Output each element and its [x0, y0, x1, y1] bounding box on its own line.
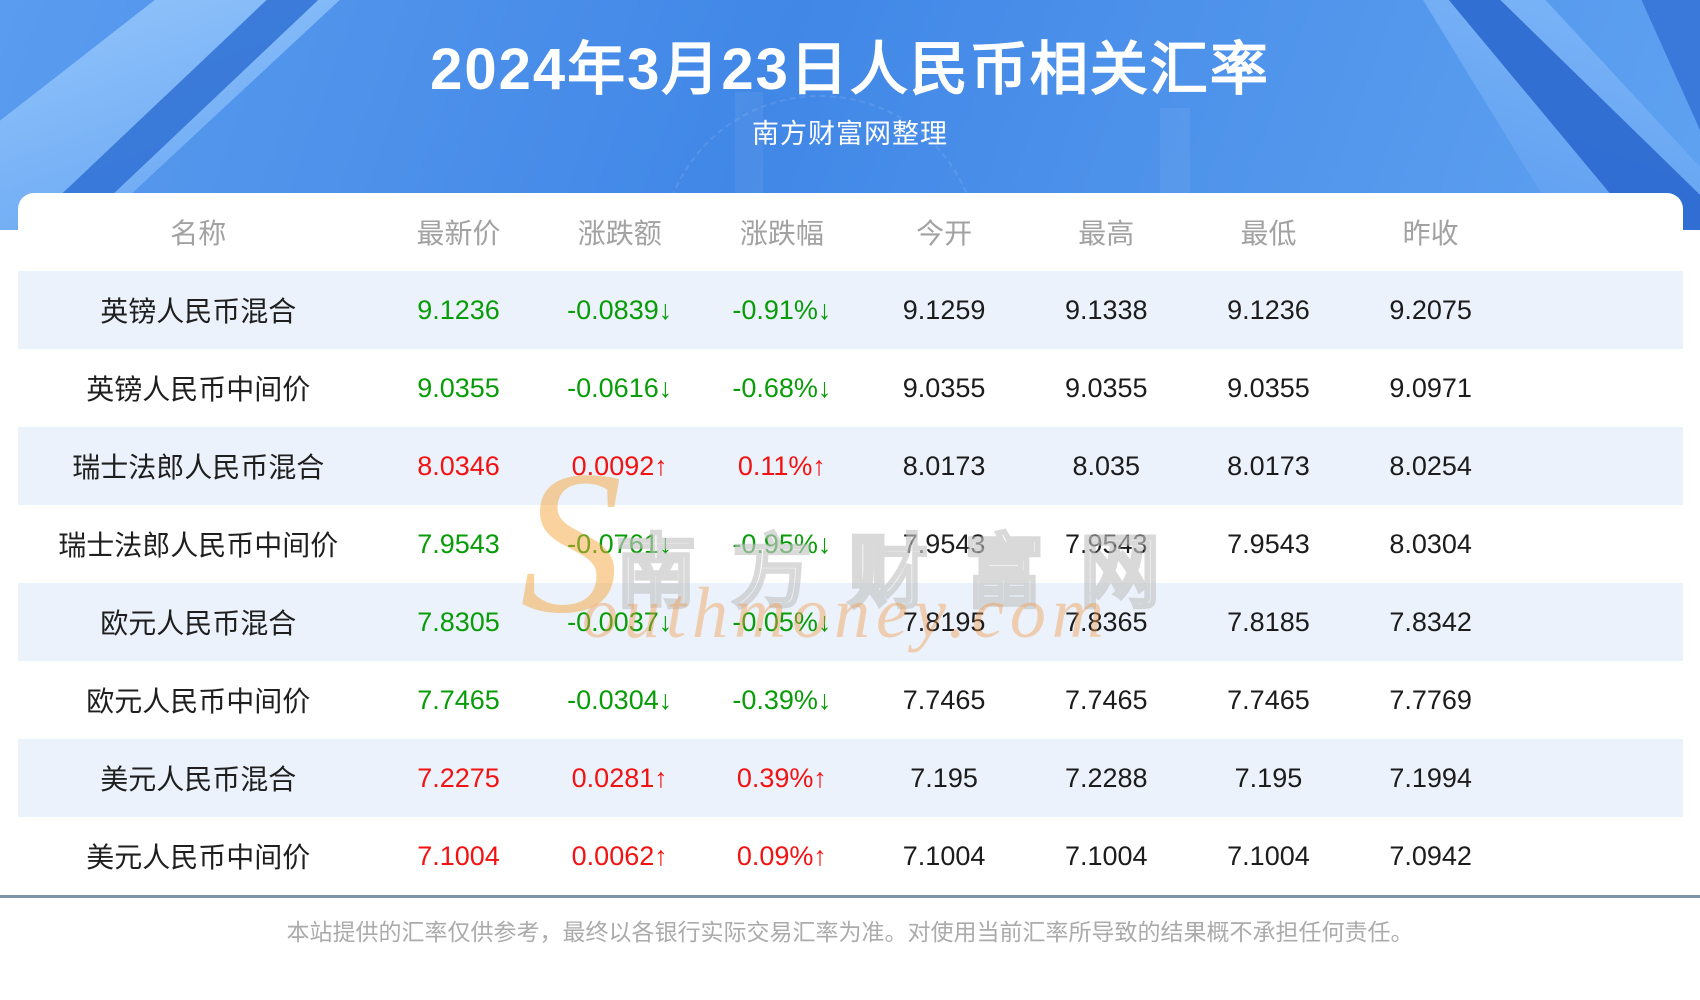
- cell-latest: 7.7465: [417, 684, 500, 715]
- cell-name: 美元人民币混合: [18, 739, 379, 817]
- cell-change-pct: -0.95%↓: [732, 528, 832, 559]
- column-header-4: 今开: [916, 218, 973, 249]
- cell-latest: 9.0355: [417, 372, 500, 403]
- table-row: 英镑人民币中间价 9.0355 -0.0616↓ -0.68%↓ 9.0355 9.035…: [18, 349, 1683, 427]
- cell-change-pct: 0.11%↑: [700, 427, 863, 505]
- page-title: 2024年3月23日人民币相关汇率: [430, 37, 1270, 102]
- cell-change-pct: 0.39%↑: [700, 739, 863, 817]
- cell-name: 瑞士法郎人民币中间价: [58, 530, 339, 561]
- cell-name: 美元人民币中间价: [86, 842, 311, 873]
- cell-high: 7.9543: [1064, 528, 1148, 559]
- cell-low: 7.195: [1187, 739, 1350, 817]
- column-header-filler: [1512, 193, 1683, 271]
- cell-change-pct: -0.91%↓: [700, 271, 863, 349]
- cell-filler: [1511, 427, 1683, 505]
- cell-filler: [1512, 817, 1683, 895]
- cell-open: 7.1004: [902, 840, 986, 871]
- cell-high: 9.1338: [1025, 271, 1188, 349]
- cell-open: 7.8195: [862, 583, 1026, 661]
- cell-low: 7.8185: [1187, 583, 1350, 661]
- column-header-2: 涨跌额: [577, 218, 662, 249]
- table-body: 英镑人民币混合 9.1236 -0.0839↓ -0.91%↓ 9.1259 9.1338…: [18, 271, 1683, 895]
- cell-name: 欧元人民币混合: [18, 583, 379, 661]
- cell-filler: [1512, 349, 1683, 427]
- cell-open: 7.7465: [902, 684, 986, 715]
- table-header-row: 名称 最新价 涨跌额 涨跌幅 今开 最高 最低 昨收: [18, 193, 1683, 271]
- cell-filler: [1511, 271, 1683, 349]
- cell-open: 7.195: [862, 739, 1026, 817]
- cell-prev-close: 8.0304: [1389, 528, 1472, 559]
- table-row: 瑞士法郎人民币混合 8.0346 0.0092↑ 0.11%↑ 8.0173 8.035 8…: [18, 427, 1683, 505]
- page-subtitle: 南方财富网整理: [752, 119, 948, 149]
- cell-latest: 8.0346: [378, 427, 539, 505]
- cell-change: 0.0062↑: [571, 840, 668, 871]
- cell-open: 9.0355: [902, 372, 986, 403]
- cell-open: 7.9543: [902, 528, 986, 559]
- cell-high: 7.1004: [1064, 840, 1148, 871]
- table-row: 欧元人民币中间价 7.7465 -0.0304↓ -0.39%↓ 7.7465 7.746…: [18, 661, 1683, 739]
- cell-latest: 7.1004: [417, 840, 500, 871]
- cell-high: 9.0355: [1064, 372, 1148, 403]
- cell-change-pct: -0.39%↓: [732, 684, 832, 715]
- table-row: 欧元人民币混合 7.8305 -0.0037↓ -0.05%↓ 7.8195 7.8365…: [18, 583, 1683, 661]
- column-header-1: 最新价: [416, 218, 501, 249]
- cell-low: 9.0355: [1227, 372, 1310, 403]
- column-header-0: 名称: [170, 218, 227, 249]
- cell-low: 7.9543: [1227, 528, 1310, 559]
- table-row: 英镑人民币混合 9.1236 -0.0839↓ -0.91%↓ 9.1259 9.1338…: [18, 271, 1683, 349]
- cell-high: 7.2288: [1025, 739, 1188, 817]
- table-row: 瑞士法郎人民币中间价 7.9543 -0.0761↓ -0.95%↓ 7.9543 7.9…: [18, 505, 1683, 583]
- cell-prev-close: 7.1994: [1349, 739, 1512, 817]
- cell-change-pct: -0.68%↓: [732, 372, 832, 403]
- column-header-7: 昨收: [1402, 218, 1459, 249]
- cell-prev-close: 7.8342: [1349, 583, 1512, 661]
- cell-change: -0.0037↓: [538, 583, 701, 661]
- rates-table-card: 名称 最新价 涨跌额 涨跌幅 今开 最高 最低 昨收 英镑人民币混合 9.1236 -0.0839…: [18, 193, 1683, 895]
- cell-prev-close: 9.0971: [1389, 372, 1472, 403]
- cell-change: 0.0092↑: [538, 427, 701, 505]
- cell-change: -0.0839↓: [538, 271, 701, 349]
- cell-prev-close: 9.2075: [1349, 271, 1512, 349]
- cell-low: 7.1004: [1227, 840, 1310, 871]
- table-row: 美元人民币中间价 7.1004 0.0062↑ 0.09%↑ 7.1004 7.1004 7…: [18, 817, 1683, 895]
- cell-prev-close: 7.7769: [1389, 684, 1472, 715]
- cell-change-pct: 0.09%↑: [736, 840, 827, 871]
- cell-high: 7.8365: [1025, 583, 1188, 661]
- cell-prev-close: 7.0942: [1389, 840, 1472, 871]
- cell-latest: 7.9543: [417, 528, 500, 559]
- cell-change: -0.0304↓: [567, 684, 673, 715]
- cell-filler: [1512, 505, 1683, 583]
- cell-latest: 7.8305: [378, 583, 539, 661]
- cell-prev-close: 8.0254: [1349, 427, 1512, 505]
- cell-high: 7.7465: [1064, 684, 1148, 715]
- cell-high: 8.035: [1025, 427, 1188, 505]
- cell-filler: [1511, 739, 1683, 817]
- cell-change-pct: -0.05%↓: [700, 583, 863, 661]
- cell-change: -0.0616↓: [567, 372, 673, 403]
- cell-name: 瑞士法郎人民币混合: [18, 427, 379, 505]
- cell-filler: [1512, 661, 1683, 739]
- cell-low: 8.0173: [1187, 427, 1350, 505]
- table-row: 美元人民币混合 7.2275 0.0281↑ 0.39%↑ 7.195 7.2288 7.1…: [18, 739, 1683, 817]
- cell-open: 8.0173: [862, 427, 1026, 505]
- cell-name: 英镑人民币混合: [18, 271, 379, 349]
- cell-filler: [1511, 583, 1683, 661]
- cell-name: 英镑人民币中间价: [86, 374, 311, 405]
- column-header-3: 涨跌幅: [739, 218, 824, 249]
- cell-name: 欧元人民币中间价: [86, 686, 311, 717]
- cell-latest: 7.2275: [378, 739, 539, 817]
- column-header-5: 最高: [1078, 218, 1135, 249]
- cell-open: 9.1259: [862, 271, 1026, 349]
- disclaimer-text: 本站提供的汇率仅供参考，最终以各银行实际交易汇率为准。对使用当前汇率所导致的结果…: [286, 919, 1414, 945]
- cell-low: 9.1236: [1187, 271, 1350, 349]
- cell-change: 0.0281↑: [538, 739, 701, 817]
- cell-change: -0.0761↓: [567, 528, 673, 559]
- exchange-rates-table: 名称 最新价 涨跌额 涨跌幅 今开 最高 最低 昨收 英镑人民币混合 9.1236 -0.0839…: [18, 193, 1683, 895]
- column-header-6: 最低: [1240, 218, 1297, 249]
- cell-latest: 9.1236: [378, 271, 539, 349]
- cell-low: 7.7465: [1227, 684, 1310, 715]
- footer-divider: [0, 895, 1700, 898]
